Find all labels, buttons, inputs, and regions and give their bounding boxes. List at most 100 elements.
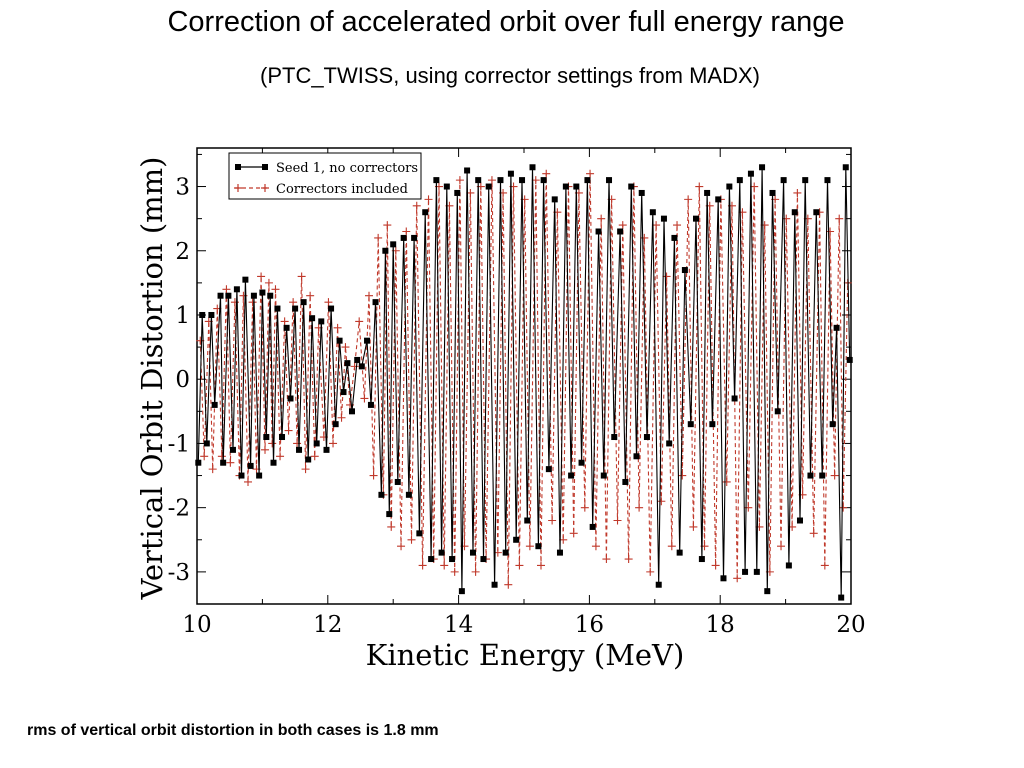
corrected-point	[333, 323, 342, 332]
y-tick-label: 3	[175, 175, 190, 201]
corrected-point	[310, 452, 319, 461]
corrected-point	[586, 169, 595, 178]
seed-point	[336, 337, 343, 344]
seed-point	[328, 305, 335, 312]
seed-point	[562, 183, 569, 190]
legend-box	[228, 152, 422, 200]
seed-point	[833, 324, 840, 331]
corrected-point	[418, 561, 427, 570]
seed-point	[660, 215, 667, 222]
corrected-point	[261, 445, 270, 454]
corrected-point	[355, 317, 364, 326]
seed-point	[469, 549, 476, 556]
x-axis-label: Kinetic Energy (MeV)	[366, 638, 685, 672]
seed-point	[390, 241, 397, 248]
seed-point	[283, 324, 290, 331]
seed-point	[573, 183, 580, 190]
seed-point	[405, 491, 412, 498]
corrected-point	[591, 542, 600, 551]
seed-point	[535, 543, 542, 550]
y-tick-label: -1	[168, 431, 190, 457]
y-axis-label: Vertical Orbit Distortion (mm)	[135, 157, 169, 601]
seed-point	[753, 568, 760, 575]
slide-subtitle: (PTC_TWISS, using corrector settings fro…	[260, 63, 760, 88]
seed-point	[491, 581, 498, 588]
legend-corr-marker	[234, 184, 269, 192]
seed-point	[595, 228, 602, 235]
seed-point	[513, 536, 520, 543]
corrected-point	[337, 413, 346, 422]
seed-point	[433, 177, 440, 184]
legend-seed-label: Seed 1, no correctors	[276, 161, 418, 176]
corrected-point	[548, 516, 557, 525]
y-tick-label: 2	[175, 239, 190, 265]
seed-point	[233, 286, 240, 293]
seed-point	[211, 401, 218, 408]
corrected-point	[374, 233, 383, 242]
y-tick-label: 0	[175, 367, 190, 393]
seed-point	[649, 209, 656, 216]
seed-point	[394, 478, 401, 485]
seed-point	[584, 177, 591, 184]
seed-point	[411, 234, 418, 241]
corrected-point	[289, 298, 298, 307]
corrected-point	[450, 567, 459, 576]
corrected-point	[412, 201, 421, 210]
corrected-point	[657, 497, 666, 506]
corrected-point	[402, 227, 411, 236]
corrected-point	[803, 214, 812, 223]
seed-point	[759, 164, 766, 171]
seed-point	[480, 556, 487, 563]
seed-point	[340, 389, 347, 396]
corrected-point	[360, 394, 369, 403]
seed-point	[378, 491, 385, 498]
corrected-point	[569, 529, 578, 538]
seed-point	[270, 459, 277, 466]
seed-point	[666, 440, 673, 447]
corrected-point	[383, 221, 392, 230]
seed-point	[698, 556, 705, 563]
seed-point	[367, 401, 374, 408]
seed-point	[846, 356, 853, 363]
corrected-point	[387, 522, 396, 531]
seed-point	[524, 517, 531, 524]
seed-point	[225, 292, 232, 299]
corrected-point	[793, 188, 802, 197]
seed-point	[578, 459, 585, 466]
seed-point	[687, 421, 694, 428]
legend-seed-marker	[262, 164, 268, 170]
seed-point	[671, 234, 678, 241]
seed-point	[769, 189, 776, 196]
corrected-point	[835, 214, 844, 223]
corrected-point	[624, 555, 633, 564]
series-layer	[195, 164, 853, 601]
seed-point	[238, 472, 245, 479]
corrected-point	[397, 542, 406, 551]
seed-point	[726, 183, 733, 190]
corrected-point	[820, 561, 829, 570]
seed-point	[676, 549, 683, 556]
corrected-point	[350, 362, 359, 371]
corrected-point	[407, 535, 416, 544]
seed-point	[292, 305, 299, 312]
y-tick-label: 1	[175, 303, 190, 329]
corrected-point	[839, 503, 848, 512]
seed-point	[475, 177, 482, 184]
seed-point	[348, 408, 355, 415]
corrected-point	[542, 169, 551, 178]
seed-point	[736, 177, 743, 184]
seed-point	[589, 523, 596, 530]
legend-seed-marker	[235, 164, 241, 170]
corrected-point	[257, 272, 266, 281]
corrected-point	[440, 561, 449, 570]
seed-point	[449, 556, 456, 563]
corrected-point	[755, 522, 764, 531]
corrected-point	[455, 176, 464, 185]
seed-point	[208, 311, 215, 318]
seed-point	[824, 177, 831, 184]
seed-point	[250, 292, 257, 299]
seed-point	[305, 456, 312, 463]
x-tick-label: 12	[313, 612, 342, 638]
corrected-point	[597, 214, 606, 223]
seed-point	[313, 440, 320, 447]
